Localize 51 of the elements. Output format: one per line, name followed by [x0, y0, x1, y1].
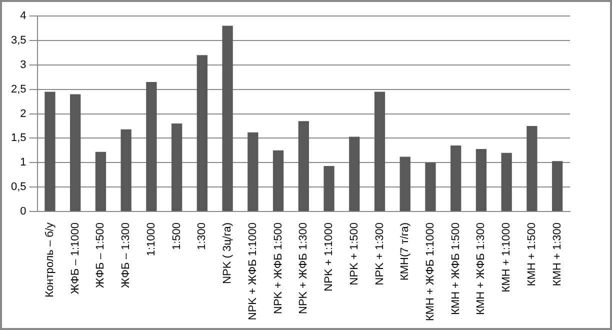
x-tick-label: ЖФБ – 1:300	[120, 222, 132, 288]
x-tick-label: NPK + ЖФБ 1:1000	[246, 222, 259, 320]
bar	[146, 82, 157, 212]
bar	[196, 55, 208, 212]
bar	[450, 146, 462, 212]
x-tick-label: Контроль – б/у	[44, 222, 56, 298]
bar	[44, 92, 56, 212]
x-tick-label: NPK + 1:500	[348, 222, 360, 286]
bar	[501, 152, 512, 212]
y-tick-label: 2	[20, 108, 26, 120]
bar	[95, 152, 106, 212]
y-tick-label: 2,5	[10, 83, 26, 96]
x-tick-label: 1:300	[196, 222, 208, 250]
y-tick-label: 3	[20, 58, 26, 71]
x-tick-label: ЖФБ – 1:500	[94, 222, 107, 288]
bar	[425, 162, 436, 212]
x-tick-label: NPK + 1:300	[374, 222, 386, 286]
x-tick-label: NPK + ЖФБ 1:500	[272, 222, 284, 314]
x-tick-label: 1:1000	[145, 222, 158, 256]
bar	[374, 92, 386, 212]
x-tick-label: NPK + 1:1000	[323, 222, 336, 292]
x-tick-label: КМН + 1:500	[526, 222, 538, 286]
bar	[526, 126, 538, 212]
bar	[171, 124, 182, 212]
y-tick-label: 4	[20, 10, 26, 22]
x-tick-label: NPK + ЖФБ 1:300	[298, 222, 310, 314]
bar	[248, 132, 258, 212]
x-tick-label: КМН + ЖФБ 1:1000	[424, 222, 437, 322]
bar	[349, 136, 360, 212]
y-tick-label: 0,5	[10, 181, 26, 194]
bar	[272, 150, 284, 212]
bar	[552, 161, 563, 212]
bar	[324, 166, 334, 212]
bar	[400, 156, 410, 212]
x-tick-label: КМН + ЖФБ 1:500	[450, 222, 462, 315]
bar	[70, 94, 81, 212]
y-tick-label: 1	[20, 156, 26, 169]
x-tick-label: ЖФБ – 1:1000	[69, 222, 82, 294]
x-tick-label: КМН + ЖФБ 1:300	[475, 222, 488, 315]
y-tick-label: 3,5	[10, 34, 26, 46]
y-tick-label: 1,5	[10, 132, 26, 144]
x-tick-label: 1:500	[170, 222, 183, 250]
bar	[476, 148, 487, 212]
bar	[298, 121, 309, 212]
x-tick-label: КМН + 1:300	[551, 222, 564, 286]
x-tick-label: КМН + 1:1000	[500, 222, 513, 292]
bar	[222, 26, 233, 212]
x-tick-label: NPK ( 3ц/га)	[222, 222, 234, 284]
x-tick-label: КМН(7 т/га)	[399, 222, 412, 281]
bar	[120, 129, 132, 212]
y-tick-label: 0	[20, 206, 26, 218]
